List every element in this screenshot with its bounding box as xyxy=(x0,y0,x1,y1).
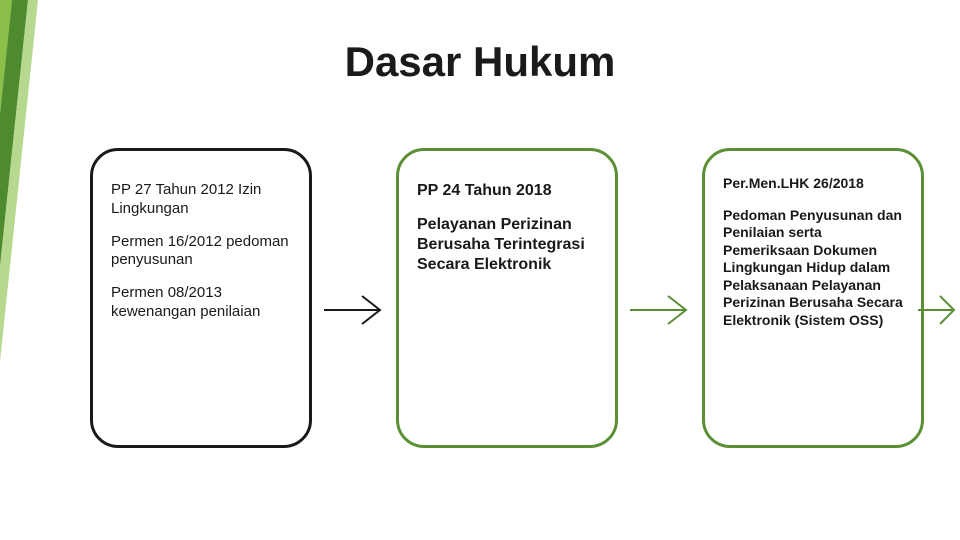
arrow2-arrow-right-icon xyxy=(628,280,688,340)
card1-para-1: PP 27 Tahun 2012 Izin Lingkungan xyxy=(111,181,291,219)
card2: PP 24 Tahun 2018 Pelayanan Perizinan Beru… xyxy=(396,148,618,448)
slide-title: Dasar Hukum xyxy=(0,38,960,86)
card3-para-1: Per.Men.LHK 26/2018 xyxy=(723,175,903,193)
card3-content: Per.Men.LHK 26/2018 Pedoman Penyusunan da… xyxy=(705,175,921,343)
card1: PP 27 Tahun 2012 Izin Lingkungan Permen 1… xyxy=(90,148,312,448)
card2-para-2: Pelayanan Perizinan Berusaha Terintegras… xyxy=(417,215,597,275)
card2-para-1: PP 24 Tahun 2018 xyxy=(417,181,597,201)
arrow1-arrow-right-icon xyxy=(322,280,382,340)
card2-content: PP 24 Tahun 2018 Pelayanan Perizinan Beru… xyxy=(399,181,615,289)
card3: Per.Men.LHK 26/2018 Pedoman Penyusunan da… xyxy=(702,148,924,448)
card1-para-2: Permen 16/2012 pedoman penyusunan xyxy=(111,233,291,271)
arrow3-arrow-right-icon xyxy=(916,280,956,340)
slide: Dasar Hukum PP 27 Tahun 2012 Izin Lingku… xyxy=(0,0,960,540)
card1-content: PP 27 Tahun 2012 Izin Lingkungan Permen 1… xyxy=(93,181,309,336)
card1-para-3: Permen 08/2013 kewenangan penilaian xyxy=(111,284,291,322)
card3-para-2: Pedoman Penyusunan dan Penilaian serta P… xyxy=(723,207,903,330)
